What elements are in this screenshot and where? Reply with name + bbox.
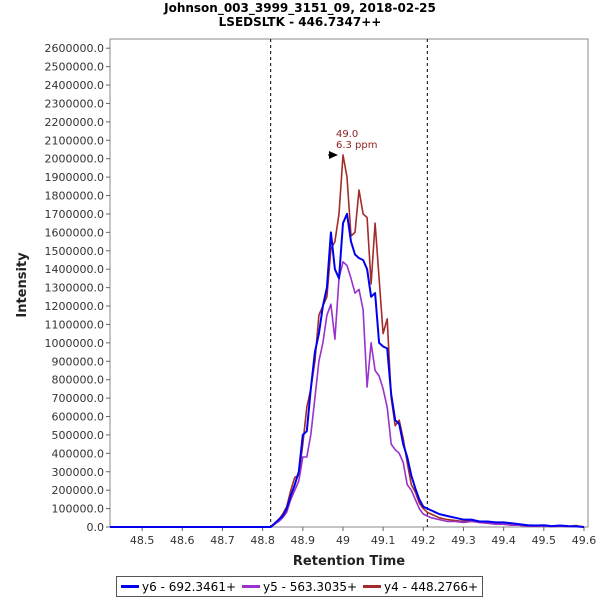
y-tick-label: 2000000.0	[45, 153, 105, 166]
legend-swatch	[242, 585, 261, 588]
y-tick-label: 1600000.0	[45, 226, 105, 239]
y-tick-label: 900000.0	[52, 355, 105, 368]
y-tick-label: 2200000.0	[45, 116, 105, 129]
x-tick-label: 49	[336, 534, 350, 547]
y-tick-label: 1800000.0	[45, 190, 105, 203]
plot-area	[109, 38, 589, 528]
peak-annotation-ppm: 6.3 ppm	[336, 140, 378, 151]
x-axis: 48.5 48.6 48.7 48.8 48.9 49 49.1 49.2 49.3 49.4 49…	[130, 527, 596, 547]
x-axis-label: Retention Time	[293, 554, 405, 569]
y-tick-label: 2400000.0	[45, 79, 105, 92]
x-tick-label: 48.9	[291, 534, 316, 547]
y-tick-label: 1300000.0	[45, 282, 105, 295]
y-tick-label: 1200000.0	[45, 300, 105, 313]
y-tick-label: 1900000.0	[45, 171, 105, 184]
y-tick-label: 1500000.0	[45, 245, 105, 258]
peak-annotation-rt: 49.0	[336, 129, 358, 140]
legend-label: y4 - 448.2766+	[384, 579, 479, 594]
y-axis: 0.0 100000.0 200000.0 300000.0 400000.0 50000…	[45, 42, 110, 534]
series-line-y6	[110, 212, 585, 528]
x-tick-label: 49.4	[491, 534, 516, 547]
legend-swatch	[363, 585, 382, 588]
y-tick-label: 2600000.0	[45, 42, 105, 55]
y-tick-label: 600000.0	[52, 411, 105, 424]
y-tick-label: 500000.0	[52, 429, 105, 442]
y-tick-label: 100000.0	[52, 503, 105, 516]
legend-item: y5 - 563.3035+	[242, 580, 357, 594]
chart-title: Johnson_003_3999_3151_09, 2018-02-25	[163, 1, 436, 16]
x-tick-label: 49.2	[411, 534, 436, 547]
legend-item: y6 - 692.3461+	[121, 580, 236, 594]
x-tick-label: 49.3	[451, 534, 476, 547]
legend-label: y5 - 563.3035+	[263, 579, 358, 594]
y-tick-label: 800000.0	[52, 374, 105, 387]
chart-subtitle: LSEDSLTK - 446.7347++	[219, 15, 382, 29]
y-axis-label: Intensity	[15, 252, 30, 318]
x-tick-label: 48.8	[250, 534, 275, 547]
legend-item: y4 - 448.2766+	[363, 580, 478, 594]
x-tick-label: 48.5	[130, 534, 155, 547]
x-tick-label: 48.6	[170, 534, 195, 547]
y-tick-label: 1400000.0	[45, 263, 105, 276]
legend-label: y6 - 692.3461+	[142, 579, 237, 594]
y-tick-label: 1000000.0	[45, 337, 105, 350]
y-tick-label: 0.0	[87, 521, 105, 534]
x-tick-label: 49.1	[371, 534, 396, 547]
y-tick-label: 2300000.0	[45, 97, 105, 110]
y-tick-label: 400000.0	[52, 447, 105, 460]
x-tick-label: 49.5	[532, 534, 557, 547]
x-tick-label: 49.6	[572, 534, 597, 547]
y-tick-label: 2500000.0	[45, 61, 105, 74]
y-tick-label: 700000.0	[52, 392, 105, 405]
legend-swatch	[121, 585, 139, 588]
y-tick-label: 2100000.0	[45, 134, 105, 147]
y-tick-label: 300000.0	[52, 466, 105, 479]
series-group	[110, 154, 585, 528]
series-line-y5	[110, 260, 585, 528]
peak-annotation: 49.06.3 ppm	[327, 129, 378, 160]
y-tick-label: 1700000.0	[45, 208, 105, 221]
x-tick-label: 48.7	[210, 534, 235, 547]
y-tick-label: 1100000.0	[45, 318, 105, 331]
y-tick-label: 200000.0	[52, 484, 105, 497]
legend: y6 - 692.3461+ y5 - 563.3035+ y4 - 448.276…	[116, 576, 484, 597]
